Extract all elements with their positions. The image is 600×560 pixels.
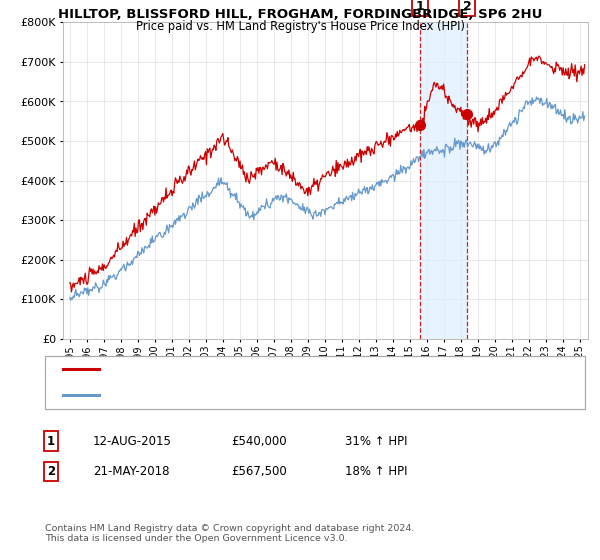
Text: £567,500: £567,500 — [231, 465, 287, 478]
Text: HPI: Average price, detached house, New Forest: HPI: Average price, detached house, New … — [105, 390, 356, 400]
Text: Price paid vs. HM Land Registry's House Price Index (HPI): Price paid vs. HM Land Registry's House … — [136, 20, 464, 32]
Text: 31% ↑ HPI: 31% ↑ HPI — [345, 435, 407, 448]
Text: £540,000: £540,000 — [231, 435, 287, 448]
Bar — [420, 22, 467, 339]
Text: 1: 1 — [47, 435, 55, 448]
Text: 18% ↑ HPI: 18% ↑ HPI — [345, 465, 407, 478]
Text: 12-AUG-2015: 12-AUG-2015 — [93, 435, 172, 448]
Text: 2: 2 — [463, 0, 472, 13]
Text: 21-MAY-2018: 21-MAY-2018 — [93, 465, 170, 478]
Text: HILLTOP, BLISSFORD HILL, FROGHAM, FORDINGBRIDGE, SP6 2HU (detached house): HILLTOP, BLISSFORD HILL, FROGHAM, FORDIN… — [105, 365, 538, 374]
Text: Contains HM Land Registry data © Crown copyright and database right 2024.
This d: Contains HM Land Registry data © Crown c… — [45, 524, 415, 543]
Text: 2: 2 — [47, 465, 55, 478]
Text: 1: 1 — [416, 0, 425, 13]
Text: HILLTOP, BLISSFORD HILL, FROGHAM, FORDINGBRIDGE, SP6 2HU: HILLTOP, BLISSFORD HILL, FROGHAM, FORDIN… — [58, 8, 542, 21]
